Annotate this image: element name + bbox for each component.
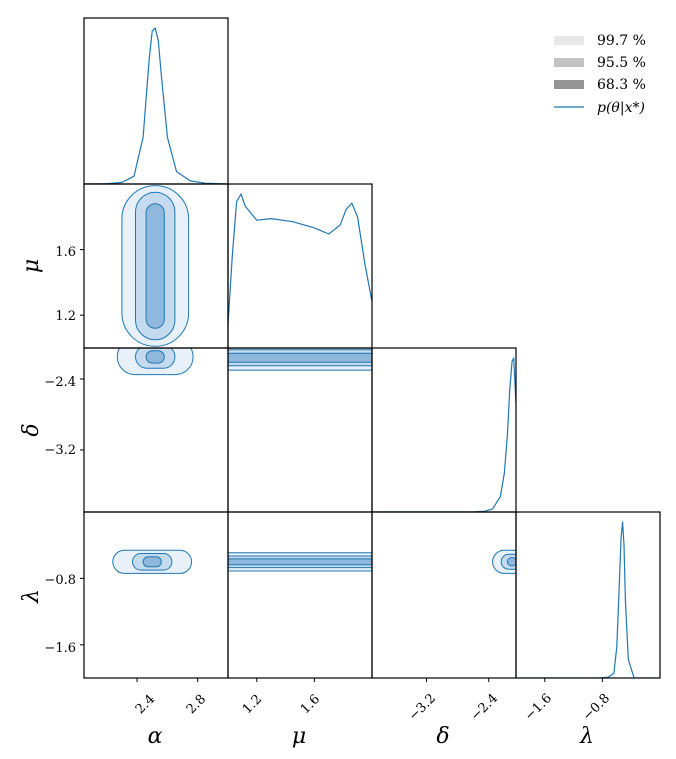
legend-swatch-683 [554,80,584,89]
contour-level-3-lambda-alpha [142,556,162,568]
panel-frame-lambda-lambda [515,511,661,679]
contour-fills [112,185,516,574]
contour-panel-delta-mu [228,348,372,371]
legend: 99.7 % 95.5 % 68.3 % p(θ|x*) [554,33,646,116]
y-tick-label-delta-2: −3.2 [44,443,76,458]
contour-level-3-lambda-delta [506,557,516,567]
x-axis-label-lambda: λ [579,724,594,749]
contour-level-3-delta-alpha [145,350,165,364]
y-tick-label-mu-2: 1.2 [55,309,76,324]
panel-frames [83,17,661,679]
x-tick-label-delta-2: −2.4 [468,691,501,724]
contour-level-3-mu-alpha [145,203,165,329]
x-tick-label-lambda-1: −1.6 [522,691,555,724]
legend-label-997: 99.7 % [597,33,646,49]
tick-marks [80,249,603,682]
marginal-curve-alpha [84,27,228,184]
panel-frame-mu-mu [227,183,373,349]
y-tick-label-mu-1: 1.6 [55,245,76,260]
contour-panel-mu-alpha [121,185,190,347]
legend-label-683: 68.3 % [597,77,646,93]
y-axis-label-delta: δ [19,423,44,436]
y-tick-label-delta-1: −2.4 [44,375,76,390]
x-tick-label-lambda-2: −0.8 [580,691,613,724]
y-tick-label-lambda-1: −0.8 [44,573,76,588]
x-tick-label-mu-2: 1.6 [298,692,323,717]
panel-frame-alpha-alpha [83,17,229,185]
panel-frame-lambda-delta [371,511,517,679]
panel-frame-delta-delta [371,347,517,513]
marginal-curve-mu [228,193,372,325]
x-tick-label-alpha-2: 2.8 [184,692,209,717]
panel-frame-lambda-mu [227,511,373,679]
contour-panel-delta-alpha [116,348,194,376]
contour-level-3-lambda-mu [228,558,372,566]
y-tick-labels: 1.6 1.2 −2.4 −3.2 −0.8 −1.6 [44,245,76,656]
marginal-curve-delta [372,357,516,512]
x-tick-label-alpha-1: 2.4 [133,692,158,717]
panel-frame-delta-mu [227,347,373,513]
x-axis-label-alpha: α [148,724,163,749]
x-axis-label-delta: δ [436,724,449,749]
marginal-curve-lambda [516,521,660,678]
x-tick-label-mu-1: 1.2 [240,692,265,717]
y-tick-label-lambda-2: −1.6 [44,641,76,656]
y-axis-label-mu: μ [19,259,44,273]
legend-swatch-955 [554,58,584,67]
x-tick-labels: 2.4 2.8 1.2 1.6 −3.2 −2.4 −1.6 −0.8 [133,691,613,724]
x-axis-label-mu: μ [292,724,306,749]
legend-swatch-997 [554,36,584,45]
legend-label-955: 95.5 % [597,55,646,71]
contour-panel-lambda-mu [228,552,372,572]
contour-panel-lambda-alpha [112,549,193,574]
y-axis-label-lambda: λ [19,589,44,604]
axis-labels: α μ δ λ μ δ λ [19,259,594,749]
panel-frame-lambda-alpha [83,511,229,679]
legend-label-posterior: p(θ|x*) [597,100,645,116]
contour-level-3-delta-mu [228,352,372,363]
x-tick-label-delta-1: −3.2 [406,691,439,724]
contour-panel-lambda-delta [492,549,516,574]
